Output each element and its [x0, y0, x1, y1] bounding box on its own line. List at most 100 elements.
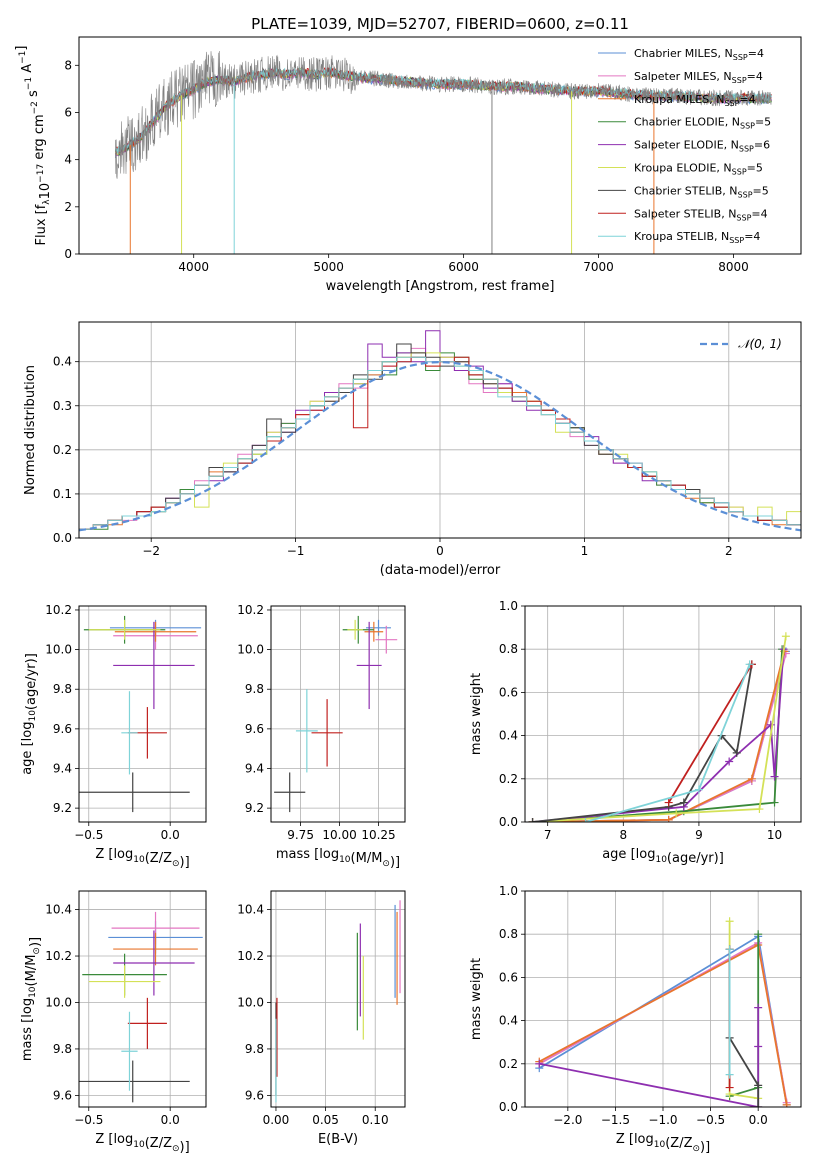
- y-tick-label: 0.3: [53, 399, 72, 413]
- mass-weight-point: [694, 785, 703, 794]
- y-tick-label: 8: [64, 58, 72, 72]
- x-tick-label: −2: [142, 544, 160, 558]
- mass-weight-vs-age-plot-area: [528, 632, 790, 822]
- spectrum-legend: Chabrier MILES, NSSP=4 Salpeter MILES, NS…: [598, 47, 771, 245]
- y-tick-label: 0.0: [499, 815, 518, 829]
- x-tick-label: −0.5: [74, 1113, 103, 1127]
- y-tick-label: 9.2: [245, 801, 264, 815]
- residuals-panel: −2 −1 0 1 2 0.0 0.1 0.2 0.3 0.4 (data-model)/error…: [23, 321, 802, 578]
- y-axis-label: mass weight: [469, 958, 484, 1040]
- mass-weight-point: [754, 930, 763, 939]
- mass-weight-vs-metallicity-panel: −2.0 −1.5 −1.0 −0.5 0.0 0.0 0.2 0.4 0.6 0.8 1.0 Z […: [469, 884, 802, 1155]
- mass-weight-point: [725, 757, 734, 766]
- x-tick-label: −2.0: [553, 1113, 582, 1127]
- y-tick-label: 9.6: [245, 1088, 264, 1102]
- x-tick-label: 6000: [448, 260, 479, 274]
- x-tick-label: 0.05: [312, 1113, 339, 1127]
- x-tick-label: −1: [287, 544, 305, 558]
- x-tick-label: 10.25: [361, 828, 395, 842]
- legend-label: Chabrier MILES, NSSP=4: [634, 47, 764, 62]
- x-tick-label: 8: [619, 828, 627, 842]
- mass-weight-line: [532, 636, 787, 822]
- y-tick-label: 9.2: [53, 801, 72, 815]
- x-axis-label: Z [log10(Z/Z⊙)]: [95, 847, 189, 870]
- y-tick-label: 10.4: [45, 903, 72, 917]
- x-tick-label: 10.00: [322, 828, 356, 842]
- spectrum-frame: [78, 36, 802, 255]
- y-tick-label: 10.0: [45, 995, 72, 1009]
- mass-weight-point: [732, 748, 741, 757]
- y-tick-label: 0.8: [499, 927, 518, 941]
- x-tick-label: 9: [695, 828, 703, 842]
- mass-weight-point: [755, 805, 764, 814]
- mass-weight-line: [532, 651, 786, 822]
- mass-weight-point: [754, 1042, 763, 1051]
- legend-label: Kroupa ELODIE, NSSP=5: [634, 162, 763, 177]
- x-tick-label: 0.00: [263, 1113, 290, 1127]
- y-tick-label: 0.4: [499, 1014, 518, 1028]
- y-tick-label: 0.2: [499, 1057, 518, 1071]
- y-tick-label: 10.2: [45, 603, 72, 617]
- x-axis-label: E(B-V): [318, 1132, 358, 1147]
- x-axis-label: Z [log10(Z/Z⊙)]: [95, 1132, 189, 1155]
- mass-weight-point: [725, 945, 734, 954]
- x-tick-label: 9.75: [287, 828, 314, 842]
- mass-weight-vs-metallicity-plot-area: [535, 917, 791, 1107]
- spectrum-plot-area: [114, 50, 772, 254]
- y-axis-label: age [log10(age/yr)]: [20, 653, 39, 775]
- x-tick-label: −0.5: [74, 828, 103, 842]
- x-axis-label: Z [log10(Z/Z⊙)]: [616, 1132, 710, 1155]
- age-vs-metallicity-plot-area: [79, 615, 202, 813]
- y-tick-label: 10.0: [45, 643, 72, 657]
- legend-label: Salpeter ELODIE, NSSP=6: [634, 139, 770, 154]
- y-tick-label: 0.4: [499, 729, 518, 743]
- y-tick-label: 9.8: [53, 1042, 72, 1056]
- y-axis-label: Flux [fλ10−17 erg cm−2 s−1 A−1]: [14, 46, 53, 246]
- mass-vs-metallicity-plot-area: [79, 911, 203, 1103]
- x-tick-label: −0.5: [696, 1113, 725, 1127]
- age-vs-mass-panel: 9.75 10.00 10.25 9.2 9.4 9.6 9.8 10.0 10.2 mass […: [237, 603, 406, 870]
- y-tick-label: 0.4: [53, 355, 72, 369]
- legend-label: Salpeter STELIB, NSSP=4: [634, 207, 768, 222]
- mass-weight-point: [679, 798, 688, 807]
- y-tick-label: 0.6: [499, 685, 518, 699]
- y-tick-label: 0: [64, 247, 72, 261]
- y-tick-label: 10.2: [45, 949, 72, 963]
- mass-weight-point: [664, 798, 673, 807]
- mass-weight-line: [539, 1007, 760, 1107]
- x-tick-label: 0.10: [362, 1113, 389, 1127]
- x-tick-label: 2: [725, 544, 733, 558]
- age-vs-metallicity-panel: −0.5 0.0 9.2 9.4 9.6 9.8 10.0 10.2 Z [log10(Z/Z⊙…: [20, 603, 207, 870]
- mass-vs-extinction-panel: 0.00 0.05 0.10 9.6 9.8 10.0 10.2 10.4 E(B-V): [237, 890, 406, 1147]
- residuals-plot-area: [79, 330, 801, 532]
- x-tick-label: 10: [767, 828, 782, 842]
- mass-weight-point: [725, 1083, 734, 1092]
- mass-weight-point: [754, 1003, 763, 1012]
- normal-reference-curve: [79, 360, 801, 532]
- age-vs-mass-plot-area: [274, 615, 398, 813]
- x-axis-label: mass [log10(M/M⊙)]: [276, 847, 400, 870]
- mass-weight-point: [725, 917, 734, 926]
- legend-label: Kroupa STELIB, NSSP=4: [634, 230, 760, 245]
- legend-label: Chabrier ELODIE, NSSP=5: [634, 116, 771, 131]
- histogram-step: [79, 356, 801, 530]
- x-tick-label: 0.0: [161, 1113, 180, 1127]
- spectrum-panel: 4000 5000 6000 7000 8000 0 2 4 6 8 wavelength [Ang…: [14, 36, 802, 294]
- y-tick-label: 10.0: [237, 995, 264, 1009]
- mass-weight-point: [766, 720, 775, 729]
- mass-weight-point: [725, 1070, 734, 1079]
- x-tick-label: 0: [436, 544, 444, 558]
- y-axis-label: mass [log10(M/M⊙)]: [20, 937, 43, 1061]
- y-tick-label: 9.4: [53, 761, 72, 775]
- observed-spectrum-line: [115, 50, 772, 179]
- y-tick-label: 1.0: [499, 884, 518, 898]
- x-tick-label: 7000: [583, 260, 614, 274]
- mass-weight-vs-age-frame: [524, 605, 802, 823]
- mass-vs-metallicity-panel: −0.5 0.0 9.6 9.8 10.0 10.2 10.4 Z [log10(Z/Z⊙)]…: [20, 890, 207, 1155]
- x-tick-label: −1.0: [648, 1113, 677, 1127]
- y-tick-label: 0.2: [499, 772, 518, 786]
- mass-vs-extinction-plot-area: [275, 900, 401, 1103]
- y-tick-label: 0.0: [499, 1100, 518, 1114]
- legend-label: Salpeter MILES, NSSP=4: [634, 70, 763, 85]
- y-tick-label: 0.2: [53, 443, 72, 457]
